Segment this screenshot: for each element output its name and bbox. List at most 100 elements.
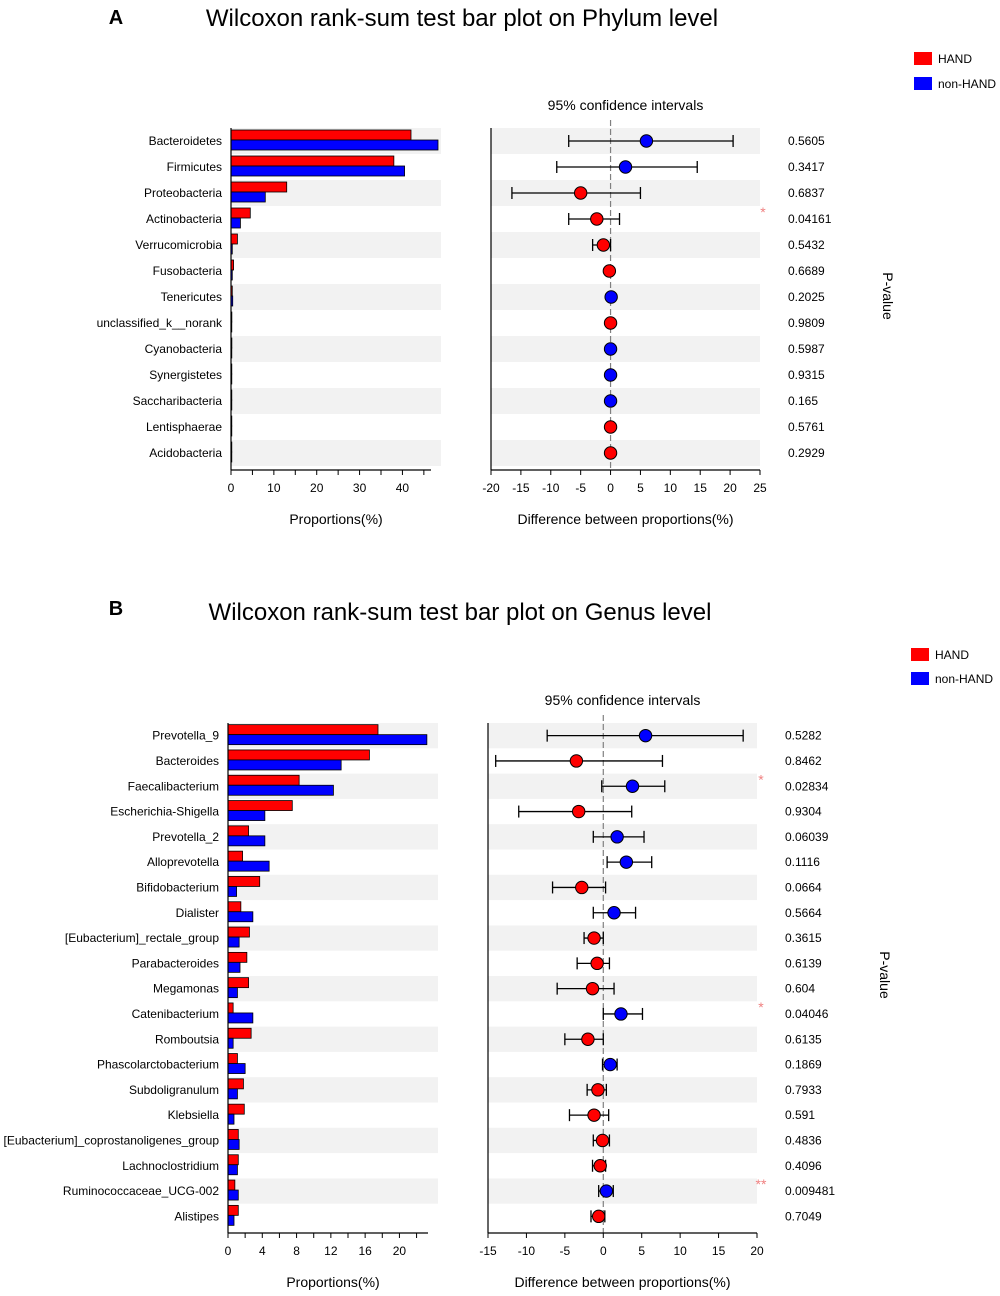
bar-hand xyxy=(230,155,395,167)
bar-non-hand xyxy=(227,936,240,948)
ci-point-non-hand xyxy=(603,368,618,382)
bar-non-hand xyxy=(227,784,334,796)
ci-point-hand xyxy=(593,1159,607,1173)
category-label: [Eubacterium]_coprostanoligenes_group xyxy=(4,1133,220,1147)
ci-x-tick-label: 10 xyxy=(673,1244,687,1258)
p-value: 0.6689 xyxy=(788,264,825,278)
p-value: 0.9304 xyxy=(785,805,822,819)
category-label: Romboutsia xyxy=(155,1032,219,1046)
bar-non-hand xyxy=(227,734,428,746)
bar-x-tick-label: 20 xyxy=(310,481,324,495)
ci-point-non-hand xyxy=(638,728,653,743)
row-stripe xyxy=(228,925,438,951)
ci-point-non-hand xyxy=(603,342,618,356)
p-value-axis-label: P-value xyxy=(877,951,893,999)
category-label: Klebsiella xyxy=(168,1108,220,1122)
category-label: Alistipes xyxy=(174,1209,219,1223)
row-stripe xyxy=(231,388,441,414)
chart-title: Wilcoxon rank-sum test bar plot on Genus… xyxy=(209,599,712,626)
bar-non-hand xyxy=(227,886,237,897)
bar-hand xyxy=(227,1027,252,1039)
ci-point-hand xyxy=(603,420,618,434)
category-label: Acidobacteria xyxy=(149,446,222,460)
ci-x-tick-label: -5 xyxy=(575,481,586,495)
row-stripe xyxy=(228,1178,438,1204)
p-value: 0.5282 xyxy=(785,729,822,743)
ci-row-stripe xyxy=(488,976,757,1002)
bar-hand xyxy=(227,977,249,989)
category-label: Bacteroidetes xyxy=(149,134,222,148)
ci-point-non-hand xyxy=(599,1184,614,1198)
bar-hand xyxy=(227,926,250,938)
ci-title: 95% confidence intervals xyxy=(545,692,701,708)
significance-star: * xyxy=(758,999,764,1015)
category-label: Subdoligranulum xyxy=(129,1083,219,1097)
ci-point-hand xyxy=(571,804,586,819)
p-value: 0.6135 xyxy=(785,1032,822,1046)
ci-row-stripe xyxy=(491,336,760,362)
ci-x-tick-label: -10 xyxy=(542,481,560,495)
category-label: Ruminococcaceae_UCG-002 xyxy=(63,1184,219,1198)
category-label: Alloprevotella xyxy=(147,855,219,869)
bar-non-hand xyxy=(230,191,266,203)
p-value: 0.1869 xyxy=(785,1058,822,1072)
bar-hand xyxy=(227,876,261,887)
bar-x-tick-label: 20 xyxy=(393,1244,407,1258)
category-label: Catenibacterium xyxy=(132,1007,219,1021)
ci-row-stripe xyxy=(488,1026,757,1052)
bar-hand xyxy=(227,825,249,837)
bar-hand xyxy=(227,951,248,963)
category-label: Actinobacteria xyxy=(146,212,222,226)
ci-x-tick-label: 5 xyxy=(637,481,644,495)
bar-non-hand xyxy=(227,987,238,999)
legend-label-hand: HAND xyxy=(935,648,969,662)
bar-non-hand xyxy=(230,165,405,177)
p-value: 0.7933 xyxy=(785,1083,822,1097)
ci-row-stripe xyxy=(488,1178,757,1204)
ci-point-hand xyxy=(587,931,601,945)
category-label: Prevotella_9 xyxy=(152,729,219,743)
p-value: 0.2929 xyxy=(788,446,825,460)
ci-point-hand xyxy=(575,880,589,895)
ci-row-stripe xyxy=(488,874,757,901)
ci-title: 95% confidence intervals xyxy=(548,97,704,113)
bar-non-hand xyxy=(227,1088,238,1100)
legend-swatch-hand xyxy=(911,648,929,661)
ci-x-tick-label: 0 xyxy=(607,481,614,495)
category-label: Lachnoclostridium xyxy=(122,1159,219,1173)
bar-hand xyxy=(227,749,370,761)
ci-x-tick-label: 15 xyxy=(712,1244,726,1258)
p-value: 0.165 xyxy=(788,394,818,408)
legend-label-hand: HAND xyxy=(938,52,972,66)
bar-x-tick-label: 12 xyxy=(324,1244,338,1258)
ci-point-non-hand xyxy=(607,906,621,920)
bar-hand xyxy=(227,774,300,786)
bar-non-hand xyxy=(227,759,342,771)
row-stripe xyxy=(228,874,438,901)
ci-point-non-hand xyxy=(625,779,640,793)
category-label: Bacteroides xyxy=(156,754,219,768)
significance-star: * xyxy=(760,204,766,220)
ci-x-label: Difference between proportions(%) xyxy=(517,511,733,527)
category-label: Parabacteroides xyxy=(132,956,219,970)
bar-hand xyxy=(227,1204,239,1216)
ci-x-tick-label: 0 xyxy=(600,1244,607,1258)
panel-label: B xyxy=(109,598,123,620)
significance-star: ** xyxy=(756,1176,767,1192)
ci-x-label: Difference between proportions(%) xyxy=(514,1274,730,1290)
p-value: 0.8462 xyxy=(785,754,822,768)
category-label: Verrucomicrobia xyxy=(135,238,222,252)
ci-row-stripe xyxy=(491,388,760,414)
p-value: 0.9315 xyxy=(788,368,825,382)
category-label: Bifidobacterium xyxy=(136,880,219,894)
category-label: unclassified_k__norank xyxy=(97,316,223,330)
ci-point-non-hand xyxy=(603,1057,617,1072)
p-value: 0.4096 xyxy=(785,1159,822,1173)
panel-label: A xyxy=(109,7,123,29)
ci-point-hand xyxy=(573,186,588,200)
bar-hand xyxy=(227,1129,239,1140)
bar-hand xyxy=(227,1053,238,1064)
significance-star: * xyxy=(758,771,764,787)
bar-x-tick-label: 10 xyxy=(267,481,281,495)
ci-row-stripe xyxy=(491,440,760,466)
